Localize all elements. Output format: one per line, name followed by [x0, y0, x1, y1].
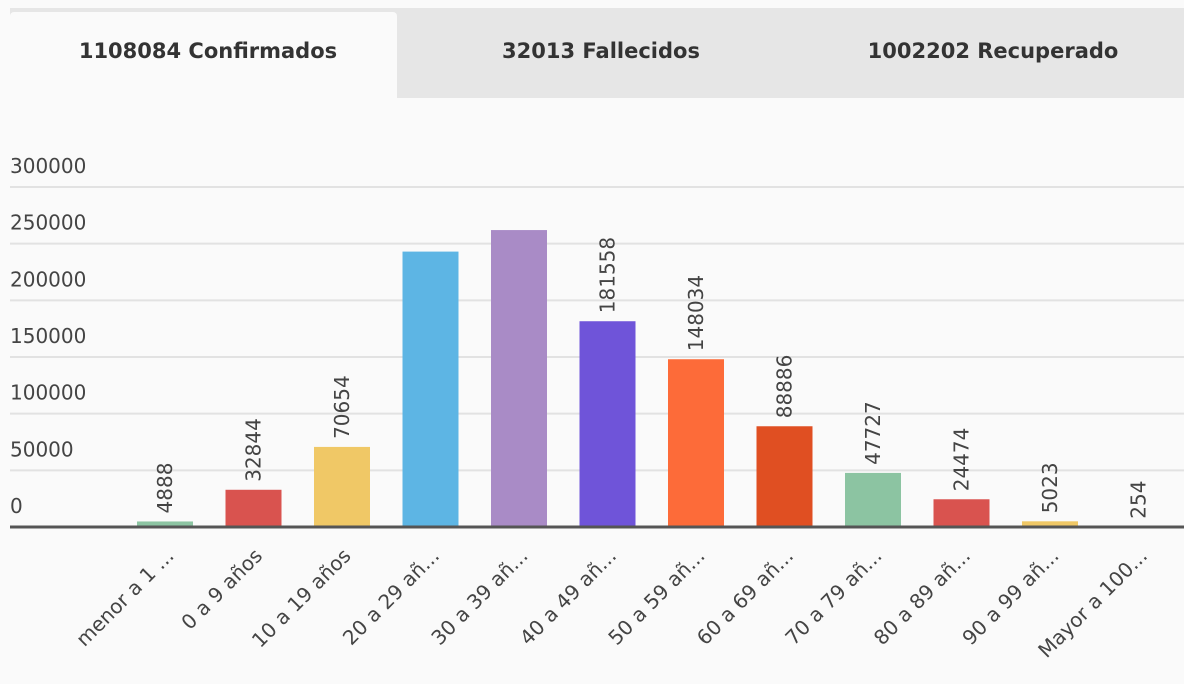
- bar: [933, 499, 990, 527]
- bar: [579, 321, 636, 527]
- bar: [225, 489, 282, 527]
- data-label: 181558: [596, 237, 620, 313]
- data-label: 47727: [861, 401, 885, 465]
- y-tick-label: 100000: [10, 381, 86, 405]
- data-label: 5023: [1038, 462, 1062, 513]
- bar: [137, 521, 193, 527]
- bar: [845, 472, 901, 527]
- x-tick-label: 0 a 9 años: [176, 544, 267, 635]
- bar: [402, 251, 459, 527]
- tab-label[interactable]: 32013 Fallecidos: [502, 39, 700, 63]
- y-tick-label: 300000: [10, 154, 86, 178]
- tab-label[interactable]: 1002202 Recuperado: [868, 39, 1119, 63]
- bar: [314, 446, 370, 527]
- bar: [756, 426, 813, 527]
- bar: [491, 230, 547, 528]
- y-tick-label: 200000: [10, 267, 86, 291]
- y-tick-label: 250000: [10, 211, 86, 235]
- data-label: 254: [1127, 481, 1151, 519]
- y-tick-label: 150000: [10, 324, 86, 348]
- data-label: 4888: [153, 463, 177, 514]
- data-label: 32844: [242, 418, 266, 482]
- y-tick-label: 0: [10, 494, 23, 518]
- y-tick-label: 50000: [10, 437, 74, 461]
- data-label: 70654: [330, 375, 354, 439]
- bar: [668, 359, 724, 527]
- data-label: 148034: [684, 275, 708, 351]
- tab-label[interactable]: 1108084 Confirmados: [79, 39, 337, 63]
- x-tick-label: menor a 1 ...: [71, 544, 179, 652]
- data-label: 88886: [773, 355, 797, 419]
- active-tab[interactable]: [10, 12, 397, 102]
- bar: [1022, 521, 1078, 527]
- data-label: 24474: [950, 428, 974, 492]
